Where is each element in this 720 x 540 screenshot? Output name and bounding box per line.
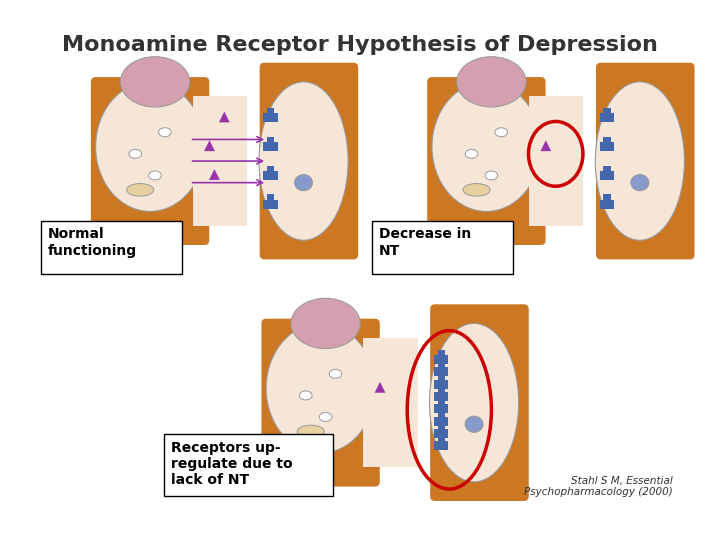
FancyBboxPatch shape (260, 63, 359, 259)
Bar (434, 355, 449, 364)
Bar (603, 194, 611, 201)
FancyBboxPatch shape (363, 338, 418, 468)
Bar (438, 349, 445, 356)
Bar (603, 137, 611, 143)
Bar (267, 108, 274, 114)
Ellipse shape (631, 174, 649, 191)
Ellipse shape (149, 171, 161, 180)
Bar (434, 404, 449, 413)
FancyBboxPatch shape (193, 96, 247, 226)
Polygon shape (204, 140, 215, 151)
Bar (434, 441, 449, 450)
Ellipse shape (158, 128, 171, 137)
Bar (438, 362, 445, 368)
Bar (434, 380, 449, 389)
Text: Normal
functioning: Normal functioning (48, 227, 137, 258)
Bar (264, 200, 278, 209)
FancyBboxPatch shape (427, 77, 546, 245)
Ellipse shape (465, 416, 483, 433)
Text: Monoamine Receptor Hypothesis of Depression: Monoamine Receptor Hypothesis of Depress… (62, 35, 658, 55)
Bar (434, 367, 449, 376)
Bar (267, 166, 274, 172)
Bar (600, 171, 614, 180)
Ellipse shape (120, 57, 189, 107)
Polygon shape (219, 112, 230, 123)
Bar (264, 142, 278, 151)
Ellipse shape (456, 57, 526, 107)
Bar (267, 137, 274, 143)
Ellipse shape (495, 128, 508, 137)
Text: Stahl S M, Essential
Psychopharmacology (2000): Stahl S M, Essential Psychopharmacology … (524, 476, 672, 497)
Ellipse shape (329, 369, 342, 379)
Ellipse shape (485, 171, 498, 180)
Ellipse shape (595, 82, 685, 240)
Bar (264, 171, 278, 180)
Bar (438, 399, 445, 405)
Bar (434, 417, 449, 426)
Bar (603, 166, 611, 172)
Ellipse shape (127, 184, 153, 196)
Ellipse shape (266, 323, 375, 453)
Bar (264, 113, 278, 123)
Bar (438, 423, 445, 430)
Ellipse shape (96, 82, 204, 212)
FancyBboxPatch shape (430, 305, 528, 501)
Bar (600, 113, 614, 123)
Bar (434, 429, 449, 438)
Polygon shape (209, 169, 220, 180)
Ellipse shape (129, 150, 142, 158)
Ellipse shape (297, 425, 324, 438)
Ellipse shape (294, 174, 312, 191)
Bar (438, 411, 445, 417)
Bar (434, 392, 449, 401)
FancyBboxPatch shape (529, 96, 583, 226)
FancyBboxPatch shape (164, 434, 333, 496)
Bar (600, 200, 614, 209)
Ellipse shape (430, 323, 518, 482)
Ellipse shape (319, 413, 332, 422)
FancyBboxPatch shape (41, 221, 182, 274)
Ellipse shape (300, 391, 312, 400)
Text: Receptors up-
regulate due to
lack of NT: Receptors up- regulate due to lack of NT (171, 441, 292, 487)
FancyBboxPatch shape (596, 63, 695, 259)
Ellipse shape (291, 298, 360, 349)
FancyBboxPatch shape (372, 221, 513, 274)
Ellipse shape (432, 82, 541, 212)
Polygon shape (374, 382, 385, 393)
FancyBboxPatch shape (261, 319, 380, 487)
Bar (600, 142, 614, 151)
Bar (438, 374, 445, 381)
Bar (267, 194, 274, 201)
Bar (603, 108, 611, 114)
Ellipse shape (463, 184, 490, 196)
Polygon shape (541, 140, 552, 151)
Bar (438, 387, 445, 393)
FancyBboxPatch shape (91, 77, 210, 245)
Ellipse shape (465, 150, 478, 158)
Ellipse shape (259, 82, 348, 240)
Text: Decrease in
NT: Decrease in NT (379, 227, 471, 258)
Bar (438, 436, 445, 442)
